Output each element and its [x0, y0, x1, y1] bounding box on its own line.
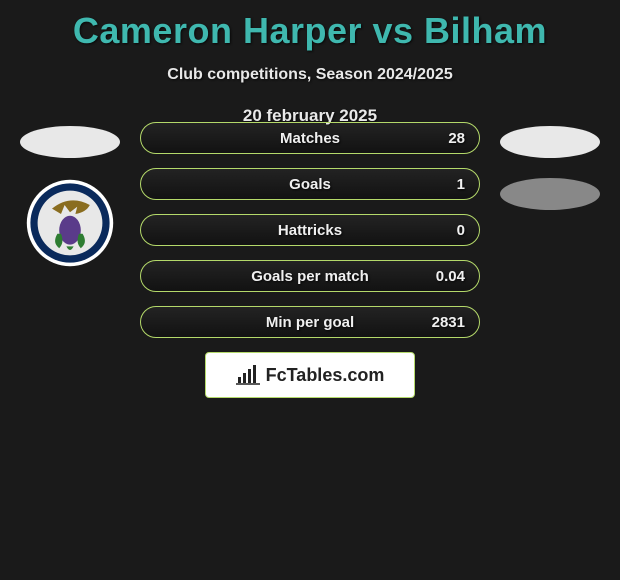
stat-value: 2831	[432, 307, 465, 337]
logo-text: FcTables.com	[266, 365, 385, 386]
stat-value: 0	[457, 215, 465, 245]
player-right-placeholder-1	[500, 126, 600, 158]
stat-row: Matches 28	[140, 122, 480, 154]
stat-row: Goals per match 0.04	[140, 260, 480, 292]
fctables-logo[interactable]: FcTables.com	[205, 352, 415, 398]
stat-row: Goals 1	[140, 168, 480, 200]
player-right-placeholder-2	[500, 178, 600, 210]
player-left-column	[10, 120, 130, 268]
subtitle: Club competitions, Season 2024/2025	[0, 66, 620, 84]
stat-label: Hattricks	[141, 215, 479, 245]
stat-label: Matches	[141, 123, 479, 153]
stat-value: 28	[448, 123, 465, 153]
stat-label: Goals per match	[141, 261, 479, 291]
stat-row: Hattricks 0	[140, 214, 480, 246]
stat-value: 1	[457, 169, 465, 199]
bar-chart-icon	[236, 365, 260, 385]
player-right-column	[490, 120, 610, 216]
stat-label: Min per goal	[141, 307, 479, 337]
stat-label: Goals	[141, 169, 479, 199]
club-crest-icon	[25, 178, 115, 268]
stat-value: 0.04	[436, 261, 465, 291]
stats-panel: Matches 28 Goals 1 Hattricks 0 Goals per…	[140, 122, 480, 398]
stat-row: Min per goal 2831	[140, 306, 480, 338]
player-left-placeholder	[20, 126, 120, 158]
page-title: Cameron Harper vs Bilham	[0, 0, 620, 52]
